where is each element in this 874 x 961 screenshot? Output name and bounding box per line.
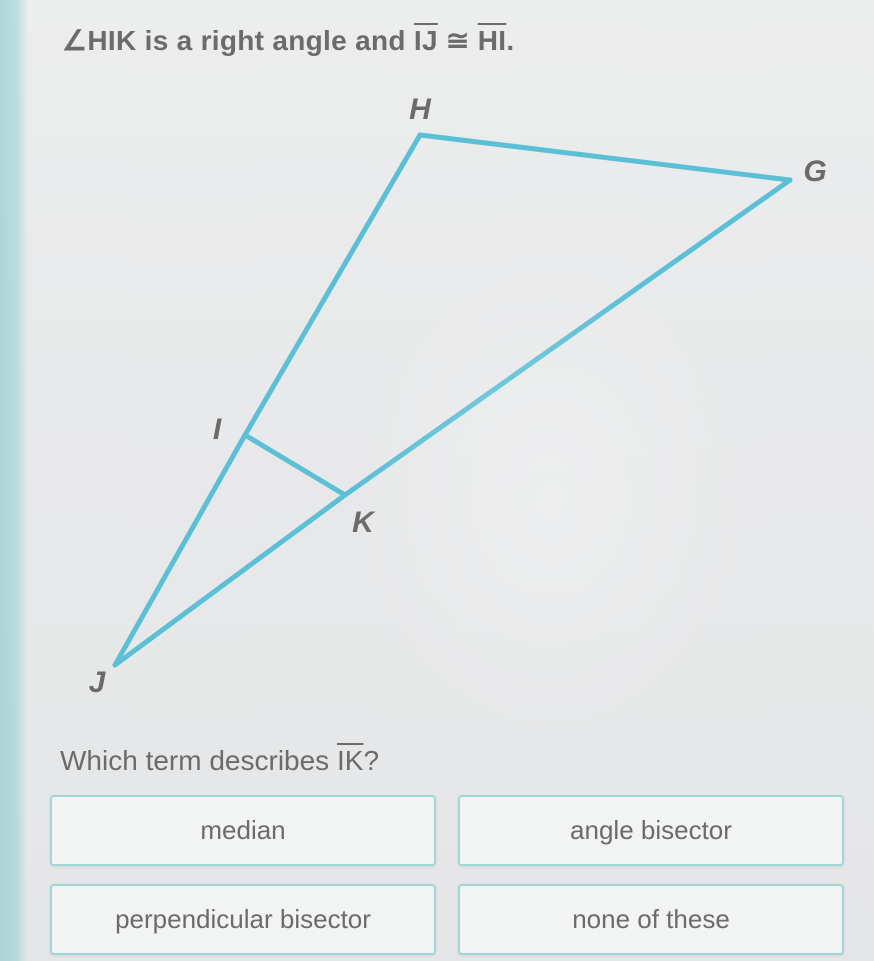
given-seg2: HI [478,25,507,56]
question-segment: IK [337,745,363,776]
vertex-label-k: K [352,506,374,540]
vertex-label-i: I [213,413,221,447]
answer-angle-bisector[interactable]: angle bisector [458,795,844,866]
left-edge-decoration [0,0,28,961]
given-seg1: IJ [414,25,438,56]
given-mid: is a right angle and [137,25,414,56]
vertex-label-h: H [409,93,431,127]
question-text: Which term describes IK? [60,745,379,777]
vertex-label-j: J [89,666,106,700]
answer-median[interactable]: median [50,795,436,866]
vertex-label-g: G [803,155,826,189]
question-suffix: ? [363,745,379,776]
answer-perpendicular-bisector[interactable]: perpendicular bisector [50,884,436,955]
given-period: . [506,25,514,56]
given-cong: ≅ [438,25,478,56]
triangle-diagram: H G I K J [50,85,830,705]
diagram-svg [50,85,830,705]
question-prefix: Which term describes [60,745,337,776]
answer-grid: median angle bisector perpendicular bise… [50,795,844,955]
page: ∠HIK is a right angle and IJ ≅ HI. H G I… [0,0,874,961]
given-angle: ∠HIK [62,25,137,56]
given-statement: ∠HIK is a right angle and IJ ≅ HI. [62,24,514,57]
answer-none-of-these[interactable]: none of these [458,884,844,955]
